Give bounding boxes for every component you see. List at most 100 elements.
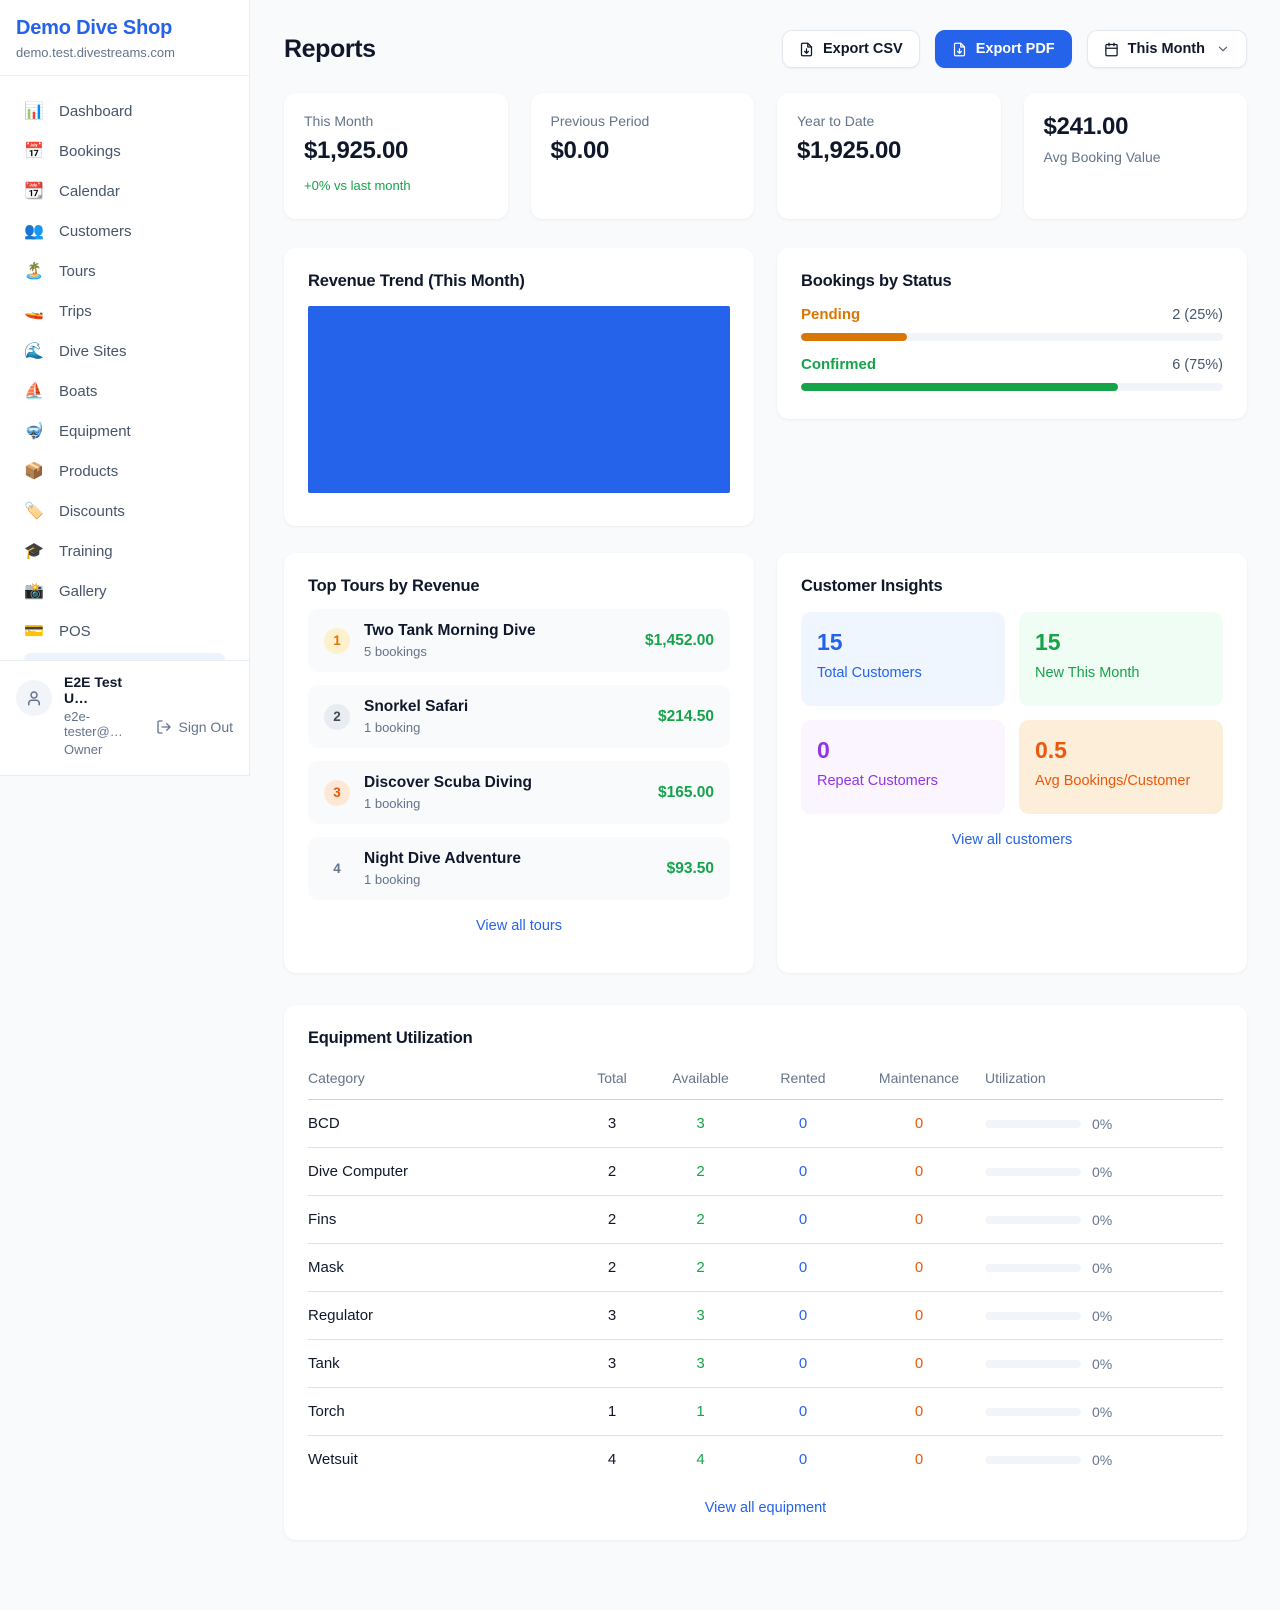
export-pdf-button[interactable]: Export PDF: [934, 30, 1072, 68]
sidebar-item-bookings[interactable]: 📅 Bookings: [12, 131, 237, 171]
sidebar-active-item-partial[interactable]: [24, 653, 225, 660]
tour-list-item: 2 Snorkel Safari 1 booking $214.50: [308, 685, 730, 748]
sidebar-item-label: Dive Sites: [59, 342, 127, 360]
rank-badge: 1: [324, 627, 350, 654]
cell-available: 1: [648, 1387, 753, 1436]
sidebar-item-label: Tours: [59, 262, 96, 280]
view-all-tours-link[interactable]: View all tours: [476, 918, 562, 934]
progress-track: [801, 333, 1223, 341]
view-all-customers-link[interactable]: View all customers: [951, 832, 1073, 848]
cell-maintenance: 0: [853, 1195, 985, 1244]
credit-card-icon: 💳: [24, 623, 44, 640]
table-row: Regulator 3 3 0 0 0%: [308, 1291, 1223, 1340]
utilization-percent: 0%: [1092, 1259, 1113, 1276]
tile-value: 0: [817, 737, 830, 763]
utilization-percent: 0%: [1092, 1451, 1113, 1468]
sidebar-item-calendar[interactable]: 📆 Calendar: [12, 171, 237, 211]
cell-utilization: 0%: [985, 1339, 1223, 1388]
user-email: e2e-tester@…: [64, 709, 123, 739]
brand-name[interactable]: Demo Dive Shop: [16, 17, 173, 39]
view-all-equipment-link[interactable]: View all equipment: [704, 1500, 827, 1516]
sidebar-item-boats[interactable]: ⛵ Boats: [12, 371, 237, 411]
sidebar-item-gallery[interactable]: 📸 Gallery: [12, 571, 237, 611]
table-row: Mask 2 2 0 0 0%: [308, 1243, 1223, 1292]
cell-category: Torch: [308, 1387, 576, 1436]
status-row-pending: Pending 2 (25%): [801, 306, 1223, 341]
top-tours-card: Top Tours by Revenue 1 Two Tank Morning …: [284, 553, 754, 973]
export-csv-label: Export CSV: [822, 41, 903, 57]
sidebar-item-label: Bookings: [59, 142, 121, 160]
cell-maintenance: 0: [853, 1339, 985, 1388]
sidebar-item-dashboard[interactable]: 📊 Dashboard: [12, 91, 237, 131]
logout-icon: [156, 719, 171, 734]
progress-fill: [801, 333, 907, 341]
col-utilization: Utilization: [985, 1060, 1223, 1100]
sidebar-item-discounts[interactable]: 🏷️ Discounts: [12, 491, 237, 531]
cell-utilization: 0%: [985, 1147, 1223, 1196]
sign-out-button[interactable]: Sign Out: [156, 696, 233, 757]
diving-mask-icon: 🤿: [24, 423, 44, 440]
utilization-track: [985, 1359, 1081, 1368]
tour-revenue: $1,452.00: [645, 631, 714, 649]
cell-total: 1: [576, 1387, 648, 1436]
revenue-trend-bar: [308, 306, 730, 493]
insights-row: Top Tours by Revenue 1 Two Tank Morning …: [284, 553, 1247, 973]
cell-available: 2: [648, 1195, 753, 1244]
sign-out-label: Sign Out: [178, 718, 233, 735]
sidebar: Demo Dive Shop demo.test.divestreams.com…: [0, 0, 250, 776]
sidebar-item-equipment[interactable]: 🤿 Equipment: [12, 411, 237, 451]
period-label: This Month: [1127, 41, 1205, 57]
cell-available: 3: [648, 1291, 753, 1340]
cell-rented: 0: [753, 1339, 853, 1388]
tile-repeat-customers: 0 Repeat Customers: [801, 720, 1005, 814]
tile-value: 0.5: [1035, 737, 1067, 763]
tile-label: Repeat Customers: [817, 773, 938, 789]
sidebar-item-customers[interactable]: 👥 Customers: [12, 211, 237, 251]
utilization-track: [985, 1119, 1081, 1128]
stat-value: $1,925.00: [797, 137, 902, 164]
col-available: Available: [648, 1060, 753, 1100]
sidebar-item-tours[interactable]: 🏝️ Tours: [12, 251, 237, 291]
utilization-track: [985, 1215, 1081, 1224]
user-info: E2E Test U… e2e-tester@… Owner: [64, 674, 144, 757]
period-dropdown[interactable]: This Month: [1086, 30, 1247, 68]
cell-utilization: 0%: [985, 1099, 1223, 1148]
tile-value: 15: [1035, 629, 1061, 655]
tour-bookings: 1 booking: [364, 720, 421, 735]
equipment-table: Category Total Available Rented Maintena…: [308, 1060, 1223, 1483]
tile-value: 15: [817, 629, 843, 655]
export-csv-button[interactable]: Export CSV: [781, 30, 920, 68]
sidebar-item-label: Training: [59, 542, 113, 560]
cell-rented: 0: [753, 1147, 853, 1196]
bar-chart-icon: 📊: [24, 103, 44, 120]
col-maintenance: Maintenance: [853, 1060, 985, 1100]
equipment-utilization-card: Equipment Utilization Category Total Ava…: [284, 1005, 1247, 1540]
status-count: 2 (25%): [1172, 306, 1223, 323]
island-icon: 🏝️: [24, 263, 44, 280]
cell-rented: 0: [753, 1099, 853, 1148]
stat-value: $1,925.00: [304, 137, 409, 164]
tile-total-customers: 15 Total Customers: [801, 612, 1005, 706]
sidebar-item-trips[interactable]: 🚤 Trips: [12, 291, 237, 331]
package-icon: 📦: [24, 463, 44, 480]
people-icon: 👥: [24, 223, 44, 240]
progress-track: [801, 383, 1223, 391]
status-label: Confirmed: [801, 356, 876, 373]
cell-rented: 0: [753, 1195, 853, 1244]
cell-available: 4: [696, 1451, 705, 1468]
utilization-track: [985, 1407, 1081, 1416]
sidebar-item-training[interactable]: 🎓 Training: [12, 531, 237, 571]
sidebar-item-dive-sites[interactable]: 🌊 Dive Sites: [12, 331, 237, 371]
sidebar-item-pos[interactable]: 💳 POS: [12, 611, 237, 651]
table-row: Fins 2 2 0 0 0%: [308, 1195, 1223, 1244]
sidebar-item-products[interactable]: 📦 Products: [12, 451, 237, 491]
tour-name: Snorkel Safari: [364, 698, 469, 715]
cell-category: BCD: [308, 1099, 576, 1148]
stat-label: Year to Date: [797, 113, 875, 129]
cell-category: Fins: [308, 1195, 576, 1244]
stat-label: Previous Period: [550, 113, 650, 129]
chevron-down-icon: [1218, 46, 1228, 52]
cell-total: 2: [576, 1195, 648, 1244]
cell-total: 2: [576, 1147, 648, 1196]
cell-total: 3: [576, 1339, 648, 1388]
